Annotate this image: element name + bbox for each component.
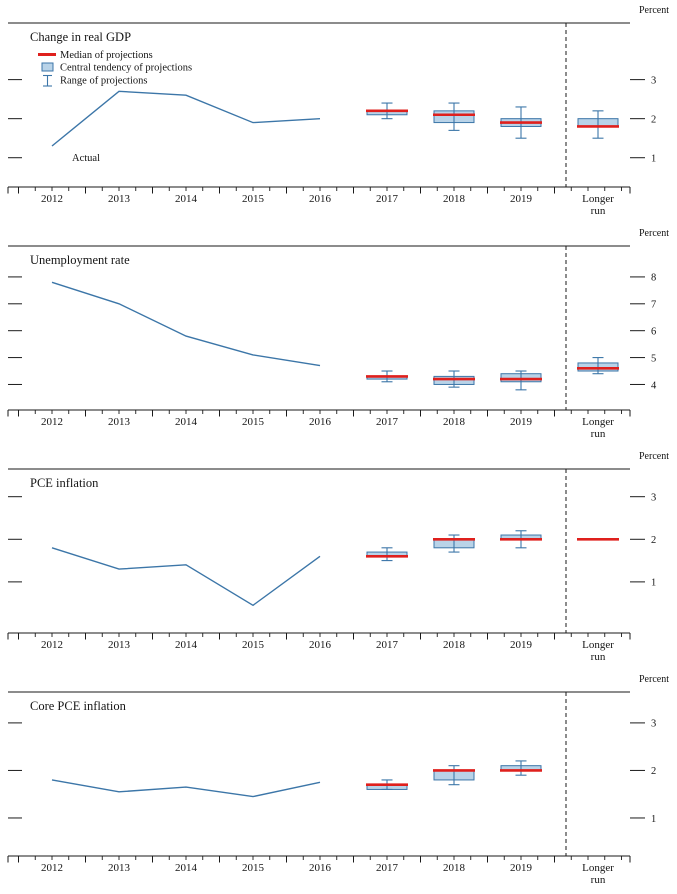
- y-axis-unit-label: Percent: [639, 5, 669, 16]
- x-year-label: 2012: [41, 193, 63, 205]
- x-year-label: 2013: [108, 416, 131, 428]
- chart-canvas: Percent 1 2 3 2012 2013 2014 2015 2016 2017 2018 20…: [7, 674, 669, 886]
- x-year-label: 2015: [242, 862, 265, 874]
- x-year-label: 2018: [443, 416, 466, 428]
- y-tick-label: 5: [651, 353, 656, 364]
- x-year-label: 2013: [108, 862, 131, 874]
- x-longer-run-label: Longer: [582, 639, 614, 651]
- x-year-label: 2014: [175, 193, 198, 205]
- x-year-label: 2017: [376, 862, 399, 874]
- x-year-label: 2019: [510, 862, 533, 874]
- y-tick-label: 8: [651, 273, 656, 284]
- y-tick-label: 3: [651, 492, 656, 503]
- y-tick-label: 1: [651, 578, 656, 589]
- x-longer-run-label: Longer: [582, 193, 614, 205]
- panel-title: Unemployment rate: [30, 253, 130, 267]
- x-year-label: 2015: [242, 193, 265, 205]
- y-axis-unit-label: Percent: [639, 228, 669, 239]
- x-year-label: 2016: [309, 862, 332, 874]
- x-longer-run-label: Longer: [582, 862, 614, 874]
- x-year-label: 2014: [175, 639, 198, 651]
- x-year-label: 2017: [376, 193, 399, 205]
- legend-median-label: Median of projections: [60, 50, 153, 61]
- y-tick-label: 2: [651, 535, 656, 546]
- y-tick-label: 6: [651, 326, 656, 337]
- x-longer-run-label: run: [591, 651, 606, 663]
- x-year-label: 2017: [376, 416, 399, 428]
- chart-canvas: Percent 1 2 3 2012 2013 2014 2015 2016 2017 2018 20…: [7, 5, 669, 217]
- actual-line: [51, 547, 321, 607]
- panel-core-pce-inflation: Percent 1 2 3 2012 2013 2014 2015 2016 2017 2018 20…: [0, 670, 677, 893]
- x-year-label: 2016: [309, 193, 332, 205]
- x-year-label: 2016: [309, 416, 332, 428]
- x-longer-run-label: run: [591, 874, 606, 886]
- x-year-label: 2014: [175, 416, 198, 428]
- x-longer-run-label: run: [591, 205, 606, 217]
- x-year-label: 2019: [510, 416, 533, 428]
- actual-label: Actual: [72, 153, 100, 164]
- y-tick-label: 1: [651, 814, 656, 825]
- y-tick-label: 2: [651, 766, 656, 777]
- y-tick-label: 4: [651, 380, 657, 391]
- x-year-label: 2015: [242, 416, 265, 428]
- x-longer-run-label: run: [591, 428, 606, 440]
- y-tick-label: 3: [651, 75, 656, 86]
- x-longer-run-label: Longer: [582, 416, 614, 428]
- actual-line: [51, 281, 321, 367]
- x-year-label: 2014: [175, 862, 198, 874]
- x-year-label: 2012: [41, 416, 63, 428]
- x-year-label: 2017: [376, 639, 399, 651]
- y-tick-label: 3: [651, 719, 656, 730]
- x-year-label: 2016: [309, 639, 332, 651]
- legend-range-label: Range of projections: [60, 76, 147, 87]
- panel-title: Change in real GDP: [30, 30, 131, 44]
- panel-change-in-real-gdp: Percent 1 2 3 2012 2013 2014 2015 2016 2017 2018 20…: [0, 1, 677, 224]
- y-axis-unit-label: Percent: [639, 674, 669, 685]
- legend-central-tendency-swatch: [41, 62, 54, 72]
- x-year-label: 2018: [443, 639, 466, 651]
- x-year-label: 2018: [443, 862, 466, 874]
- panel-title: PCE inflation: [30, 476, 99, 490]
- x-year-label: 2015: [242, 639, 265, 651]
- y-tick-label: 1: [651, 154, 656, 165]
- x-year-label: 2012: [41, 639, 63, 651]
- actual-line: [51, 90, 321, 147]
- panel-unemployment-rate: Percent 4 5 6 7 8 2012 2013 2014 2015 2016 2017 2018…: [0, 224, 677, 447]
- actual-line: [51, 779, 321, 798]
- panel-title: Core PCE inflation: [30, 699, 127, 713]
- y-tick-label: 7: [651, 300, 656, 311]
- y-tick-label: 2: [651, 114, 656, 125]
- x-year-label: 2019: [510, 639, 533, 651]
- x-year-label: 2013: [108, 193, 131, 205]
- chart-canvas: Percent 1 2 3 2012 2013 2014 2015 2016 2017 2018 20…: [7, 451, 669, 663]
- legend-central-tendency-label: Central tendency of projections: [60, 63, 192, 74]
- panel-pce-inflation: Percent 1 2 3 2012 2013 2014 2015 2016 2017 2018 20…: [0, 447, 677, 670]
- x-year-label: 2012: [41, 862, 63, 874]
- x-year-label: 2013: [108, 639, 131, 651]
- y-axis-unit-label: Percent: [639, 451, 669, 462]
- x-year-label: 2019: [510, 193, 533, 205]
- x-year-label: 2018: [443, 193, 466, 205]
- chart-canvas: Percent 4 5 6 7 8 2012 2013 2014 2015 2016 2017 2018…: [7, 228, 669, 440]
